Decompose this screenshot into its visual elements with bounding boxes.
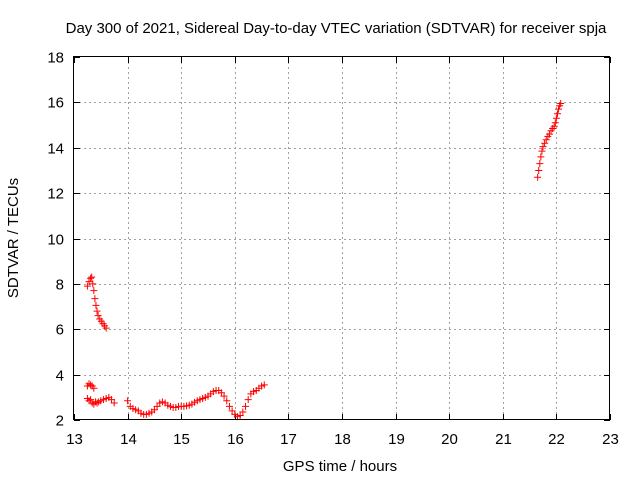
plot-frame [73,56,610,420]
data-point-upper-early [102,324,110,332]
data-point-lower-early [87,381,95,389]
data-point-late [542,136,550,144]
data-point-late [534,173,542,181]
data-point-upper-early [91,295,99,303]
x-axis-label: GPS time / hours [283,458,397,475]
data-point-late [541,139,549,147]
data-point-upper-early [89,280,97,288]
data-point-late [550,122,558,130]
x-tick-label: 14 [120,431,137,448]
data-points [83,100,565,421]
x-tick-label: 21 [495,431,512,448]
data-point-lower-early [110,399,118,407]
y-tick-label: 16 [47,95,64,112]
y-tick-label: 2 [56,413,64,430]
data-point-main [242,402,250,410]
x-tick-labels: 13 14 15 16 17 18 19 20 21 22 23 [66,431,619,448]
data-point-upper-early [90,287,98,295]
data-point-upper-early [92,301,100,309]
x-tick-label: 15 [173,431,190,448]
y-tick-label: 18 [47,50,64,67]
data-point-lower-early [90,384,98,392]
x-tick-label: 16 [227,431,244,448]
y-tick-label: 10 [47,232,64,249]
y-axis-label: SDTVAR / TECUs [5,178,22,298]
y-tick-label: 8 [56,277,64,294]
data-point-late [535,166,543,174]
data-point-late [537,153,545,161]
data-point-late [539,143,547,151]
data-point-main [239,408,247,416]
x-tick-label: 18 [334,431,351,448]
grid-lines [74,57,610,420]
x-tick-label: 19 [388,431,405,448]
data-point-main [260,381,268,389]
y-tick-label: 6 [56,322,64,339]
data-point-lower-early [87,396,95,404]
data-point-upper-early [83,282,91,290]
data-point-late [545,130,553,138]
y-tick-label: 14 [47,141,64,158]
x-tick-label: 13 [66,431,83,448]
data-point-upper-early [93,307,101,315]
data-point-main [220,392,228,400]
data-point-main [223,397,231,405]
x-tick-label: 17 [280,431,297,448]
x-tick-label: 23 [602,431,619,448]
y-tick-label: 4 [56,368,64,385]
data-point-late [538,147,546,155]
data-point-upper-early [88,273,96,281]
data-point-main [124,397,132,405]
data-point-late [553,110,561,118]
y-tick-labels: 2 4 6 8 10 12 14 16 18 [47,50,64,430]
data-point-upper-early [85,278,93,286]
data-point-main [244,396,252,404]
data-point-late [555,105,563,113]
y-tick-label: 12 [47,186,64,203]
data-point-late [536,160,544,168]
chart-title: Day 300 of 2021, Sidereal Day-to-day VTE… [66,20,607,37]
data-point-late [551,119,559,127]
x-tick-label: 22 [548,431,565,448]
x-tick-label: 20 [441,431,458,448]
data-point-late [557,100,565,108]
data-point-late [552,114,560,122]
data-point-lower-early [93,399,101,407]
data-point-main [225,402,233,410]
data-point-upper-early [94,312,102,320]
data-point-upper-early [87,274,95,282]
